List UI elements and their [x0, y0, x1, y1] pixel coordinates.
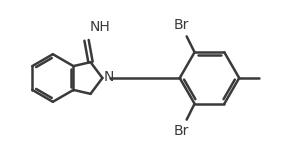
Text: Br: Br	[174, 124, 189, 138]
Text: N: N	[103, 70, 114, 84]
Text: NH: NH	[89, 20, 110, 34]
Text: Br: Br	[174, 18, 189, 32]
